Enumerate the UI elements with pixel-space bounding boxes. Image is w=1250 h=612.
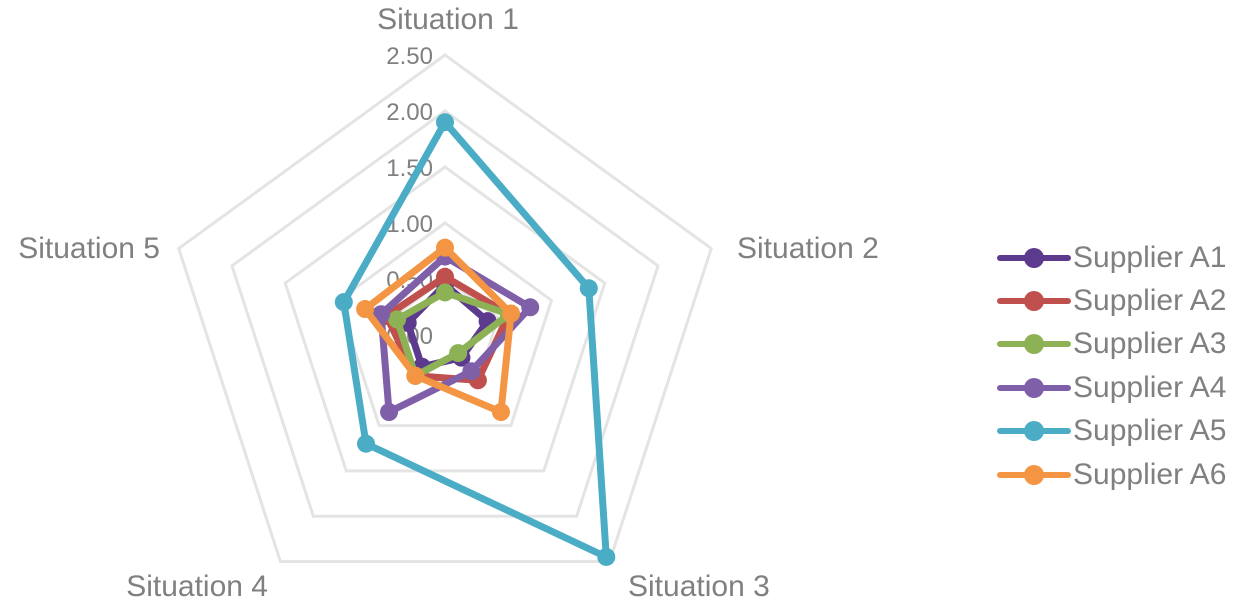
category-label-2: Situation 2 — [737, 232, 879, 265]
grid-ring-5 — [176, 53, 714, 564]
data-point-2-1 — [436, 267, 454, 286]
legend-swatch — [995, 464, 1073, 485]
grid-ring-4 — [230, 109, 660, 518]
legend-item-2: Supplier A2 — [995, 279, 1226, 322]
series-line-5 — [340, 118, 610, 561]
legend-label: Supplier A5 — [1073, 414, 1227, 448]
legend-label: Supplier A6 — [1073, 457, 1227, 491]
radar-chart: 0.000.501.001.502.002.50 Situation 1Situ… — [18, 3, 879, 603]
legend-label: Supplier A2 — [1073, 284, 1227, 318]
data-point-5-3 — [597, 547, 616, 566]
data-point-4-3 — [462, 362, 481, 381]
legend-swatch — [995, 291, 1073, 312]
data-point-5-2 — [579, 279, 598, 298]
data-point-4-2 — [521, 298, 540, 317]
category-labels: Situation 1 Situation 2 Situation 3 Situati… — [18, 3, 879, 603]
legend-swatch — [995, 421, 1073, 442]
legend-item-5: Supplier A5 — [995, 410, 1226, 453]
data-point-3-5 — [388, 310, 407, 329]
legend-label: Supplier A4 — [1073, 370, 1227, 404]
data-point-6-4 — [406, 366, 425, 385]
legend: Supplier A1 Supplier A2 Supplier A3 Supplie… — [995, 236, 1226, 496]
data-point-4-4 — [380, 403, 399, 422]
data-point-3-3 — [449, 344, 468, 363]
legend-swatch — [995, 334, 1073, 355]
legend-label: Supplier A3 — [1073, 327, 1227, 361]
series-5 — [334, 113, 616, 566]
legend-item-6: Supplier A6 — [995, 453, 1226, 496]
data-point-5-4 — [357, 434, 376, 453]
legend-item-4: Supplier A4 — [995, 366, 1226, 409]
series-layer — [334, 113, 616, 566]
series-line-6 — [361, 244, 515, 416]
tick-label-5: 2.50 — [386, 43, 433, 70]
data-point-5-1 — [436, 113, 454, 132]
legend-item-3: Supplier A3 — [995, 323, 1226, 366]
series-line-3 — [393, 288, 513, 380]
data-point-3-1 — [436, 283, 454, 302]
grid-ring-3 — [283, 165, 607, 473]
radar-grid — [176, 53, 714, 564]
category-label-1: Situation 1 — [377, 3, 519, 36]
legend-swatch — [995, 247, 1073, 268]
data-point-6-5 — [356, 300, 375, 319]
grid-ring-2 — [336, 221, 554, 428]
series-line-4 — [377, 253, 534, 416]
data-point-5-5 — [334, 293, 353, 312]
legend-swatch — [995, 377, 1073, 398]
legend-item-1: Supplier A1 — [995, 236, 1226, 279]
category-label-4: Situation 4 — [126, 570, 268, 603]
series-6 — [356, 238, 521, 422]
data-point-6-3 — [491, 403, 510, 422]
tick-label-4: 2.00 — [386, 99, 433, 126]
data-point-6-1 — [436, 238, 454, 257]
category-label-3: Situation 3 — [628, 570, 770, 603]
category-label-5: Situation 5 — [18, 232, 160, 265]
data-point-6-2 — [502, 304, 521, 323]
legend-label: Supplier A1 — [1073, 240, 1227, 274]
